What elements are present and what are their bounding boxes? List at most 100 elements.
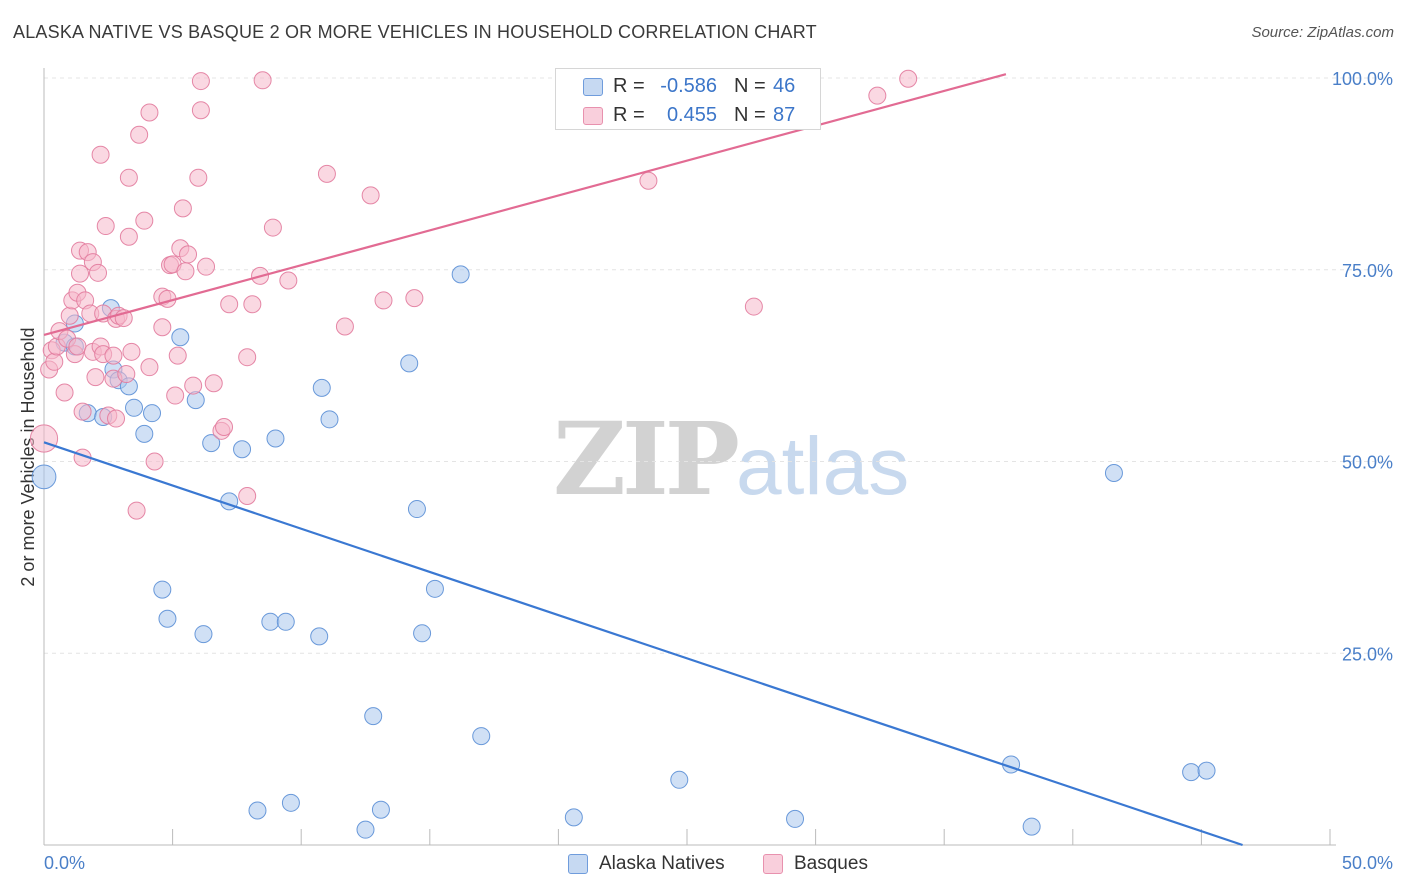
alaska-natives-point	[233, 440, 252, 459]
n-value: 87	[773, 104, 796, 126]
basques-point	[204, 374, 223, 393]
alaska-natives-point	[194, 625, 213, 644]
basques-point	[153, 318, 172, 337]
basques-point	[91, 145, 110, 164]
basques-point	[220, 295, 239, 314]
alaska-natives-point	[125, 398, 144, 417]
basques-point	[191, 72, 210, 91]
alaska-natives-point	[143, 404, 162, 423]
alaska-natives-point	[202, 434, 221, 453]
basques-point	[119, 227, 138, 246]
alaska-natives-point	[31, 464, 57, 490]
r-label: R =	[613, 104, 645, 126]
basques-point	[130, 125, 149, 144]
basques-point	[243, 295, 262, 314]
basques-point	[361, 186, 380, 205]
stats-legend: R = -0.586 N = 46 R = 0.455 N = 87	[555, 68, 821, 130]
alaska-natives-point	[135, 424, 154, 443]
basques-point	[168, 346, 187, 365]
basques-point	[176, 262, 195, 281]
basques-point	[107, 409, 126, 428]
legend-label: Alaska Natives	[599, 853, 725, 874]
alaska-natives-point	[171, 328, 190, 347]
basques-point	[263, 218, 282, 237]
basques-point	[335, 317, 354, 336]
watermark-zip: ZIP	[553, 400, 740, 518]
basques-point	[374, 291, 393, 310]
basques-point	[253, 71, 272, 90]
basques-point	[279, 271, 298, 290]
alaska-natives-point	[248, 801, 267, 820]
alaska-natives-point	[564, 808, 583, 827]
basques-point	[29, 424, 59, 453]
basques-point	[71, 264, 90, 283]
basques-point	[45, 352, 64, 371]
stats-row-alaska-natives: R = -0.586 N = 46	[556, 71, 820, 101]
y-tick-label: 75.0%	[1342, 261, 1393, 281]
basques-point	[127, 501, 146, 520]
basques-point	[96, 217, 115, 236]
basques-point	[60, 306, 79, 325]
alaska-natives-point	[310, 627, 329, 646]
basques-point	[68, 337, 87, 356]
n-value: 46	[773, 75, 796, 97]
basques-point	[868, 86, 887, 105]
alaska-natives-legend-swatch	[568, 854, 588, 874]
basques-point	[189, 168, 208, 187]
series-legend: Alaska Natives Basques	[0, 852, 1406, 878]
alaska-natives-point	[407, 500, 426, 519]
chart-title: ALASKA NATIVE VS BASQUE 2 OR MORE VEHICL…	[13, 22, 817, 42]
basques-point	[317, 164, 336, 183]
basques-point	[639, 171, 658, 190]
basques-point	[191, 101, 210, 120]
alaska-natives-point	[312, 378, 331, 397]
alaska-natives-point	[400, 354, 419, 373]
basques-point	[122, 342, 141, 361]
basques-point	[405, 289, 424, 308]
basques-point	[184, 376, 203, 395]
alaska-natives-point	[413, 624, 432, 643]
alaska-natives-point	[371, 800, 390, 819]
basques-point	[119, 168, 138, 187]
n-label: N =	[734, 75, 766, 97]
alaska-natives-point	[158, 609, 177, 628]
basques-point	[744, 297, 763, 316]
x-tick-label: 50.0%	[1342, 853, 1393, 873]
basques-legend-swatch	[763, 854, 783, 874]
basques-trend-line	[43, 73, 1007, 337]
stats-row-basques: R = 0.455 N = 87	[556, 100, 820, 130]
basques-point	[899, 69, 918, 88]
watermark-atlas: atlas	[735, 421, 910, 512]
basques-point	[179, 245, 198, 264]
alaska-natives-trend-line	[43, 441, 1243, 847]
alaska-natives-point	[356, 820, 375, 839]
alaska-natives-point	[320, 410, 339, 429]
alaska-natives-point	[276, 612, 295, 631]
basques-point	[117, 365, 136, 384]
alaska-natives-point	[425, 579, 444, 598]
watermark: ZIPatlas	[553, 400, 909, 518]
r-label: R =	[613, 75, 645, 97]
basques-point	[104, 346, 123, 365]
alaska-natives-point	[451, 265, 470, 284]
basques-point	[166, 386, 185, 405]
alaska-natives-point	[1104, 464, 1123, 483]
alaska-natives-point	[1022, 817, 1041, 836]
alaska-natives-point	[281, 793, 300, 812]
source-credit: Source: ZipAtlas.com	[1251, 24, 1394, 41]
alaska-natives-point	[1182, 763, 1201, 782]
alaska-natives-point	[153, 580, 172, 599]
y-axis-title: 2 or more Vehicles in Household	[18, 327, 38, 586]
alaska-natives-point	[261, 612, 280, 631]
basques-point	[86, 368, 105, 387]
n-label: N =	[734, 104, 766, 126]
basques-point	[173, 199, 192, 218]
alaska-natives-swatch	[583, 78, 603, 96]
r-value: 0.455	[666, 104, 717, 126]
alaska-natives-point	[364, 707, 383, 726]
x-tick-label: 0.0%	[44, 853, 85, 873]
y-tick-label: 25.0%	[1342, 644, 1393, 664]
legend-label: Basques	[794, 853, 868, 874]
basques-point	[140, 358, 159, 377]
